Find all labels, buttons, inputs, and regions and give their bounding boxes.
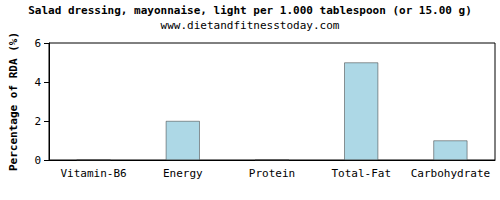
svg-text:0: 0 — [34, 154, 41, 167]
svg-text:Carbohydrate: Carbohydrate — [411, 167, 490, 180]
svg-text:Salad dressing, mayonnaise, li: Salad dressing, mayonnaise, light per 1.… — [28, 4, 472, 17]
svg-text:Total-Fat: Total-Fat — [331, 167, 391, 180]
svg-text:Energy: Energy — [163, 167, 203, 180]
svg-text:Vitamin-B6: Vitamin-B6 — [60, 167, 126, 180]
svg-text:2: 2 — [34, 115, 41, 128]
svg-text:Protein: Protein — [249, 167, 295, 180]
svg-text:6: 6 — [34, 37, 41, 50]
svg-text:4: 4 — [34, 76, 41, 89]
svg-text:www.dietandfitnesstoday.com: www.dietandfitnesstoday.com — [161, 19, 340, 32]
svg-text:Percentage of RDA (%): Percentage of RDA (%) — [7, 32, 20, 171]
